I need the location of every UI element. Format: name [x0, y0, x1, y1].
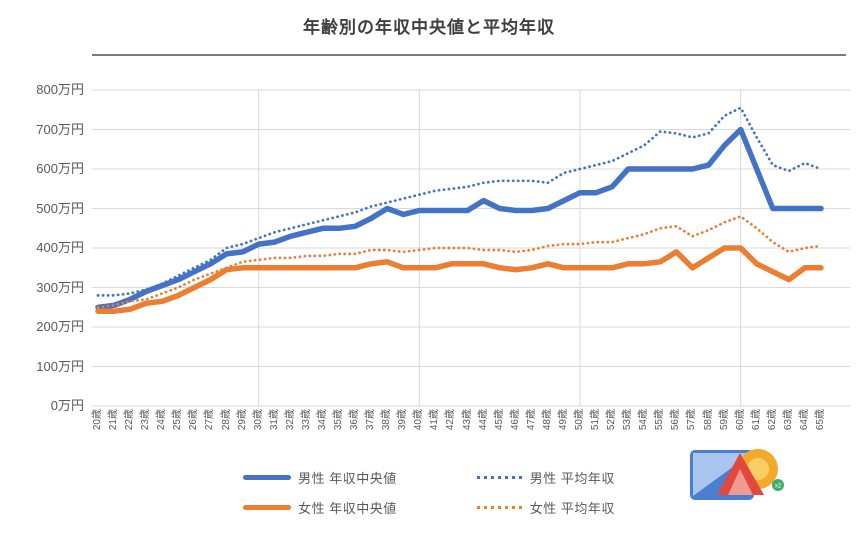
x-axis-label: 38歳 — [381, 409, 393, 431]
legend-label: 女性 平均年収 — [529, 501, 615, 516]
legend-dotted-line-marker — [476, 476, 523, 479]
x-axis-label: 23歳 — [140, 409, 152, 431]
x-axis-label: 27歳 — [204, 409, 216, 431]
logo-badge-text: x2 — [775, 484, 782, 490]
x-axis-label: 22歳 — [124, 409, 136, 431]
y-axis-label: 700万円 — [36, 121, 84, 137]
x-axis-label: 20歳 — [92, 409, 103, 431]
legend-solid-line-marker — [243, 475, 292, 480]
legend-label: 女性 年収中央値 — [298, 501, 397, 516]
x-axis-label: 56歳 — [670, 409, 682, 431]
logo-leaf-badge — [772, 479, 784, 491]
x-axis-label: 42歳 — [445, 409, 457, 431]
x-axis-label: 43歳 — [461, 409, 473, 431]
y-axis-label: 600万円 — [36, 161, 84, 176]
title-divider — [92, 54, 846, 56]
x-axis-label: 28歳 — [220, 409, 232, 431]
x-axis-label: 46歳 — [509, 409, 521, 431]
x-axis-label: 33歳 — [300, 409, 312, 431]
x-axis-label: 48歳 — [541, 409, 553, 431]
legend-item: 男性 平均年収 — [476, 468, 615, 487]
legend-solid-line-marker — [243, 505, 292, 510]
x-axis-label: 39歳 — [397, 409, 409, 431]
x-axis-label: 47歳 — [525, 409, 537, 431]
x-axis-label: 21歳 — [108, 409, 120, 431]
x-axis-label: 31歳 — [268, 409, 280, 431]
y-axis-label: 100万円 — [36, 358, 84, 374]
x-axis-label: 37歳 — [365, 409, 377, 431]
x-axis-label: 34歳 — [316, 409, 328, 431]
legend-dotted-line-marker — [476, 506, 523, 509]
legend-item: 女性 平均年収 — [476, 498, 615, 517]
x-axis-label: 32歳 — [284, 409, 296, 431]
x-axis-label: 24歳 — [156, 409, 168, 431]
legend-item: 男性 年収中央値 — [243, 468, 397, 487]
brand-logo: x2 — [690, 449, 784, 500]
y-axis-label: 500万円 — [36, 200, 84, 216]
x-axis-label: 26歳 — [188, 409, 200, 431]
x-axis-label: 44歳 — [477, 409, 489, 431]
x-axis-label: 35歳 — [333, 409, 344, 431]
logo-sun-inner — [747, 458, 769, 480]
x-axis-label: 30歳 — [252, 409, 264, 431]
logo-mountain-inner — [728, 469, 753, 495]
series-line-dotted — [96, 215, 823, 309]
y-axis-label: 0万円 — [50, 398, 84, 413]
y-axis-label: 300万円 — [36, 279, 84, 295]
x-axis-label: 50歳 — [574, 409, 585, 431]
series-line-solid — [95, 245, 824, 314]
y-axis-label: 200万円 — [36, 319, 84, 334]
legend-label: 男性 平均年収 — [529, 471, 615, 486]
x-axis-label: 40歳 — [413, 409, 425, 431]
x-axis-label: 64歳 — [798, 409, 810, 431]
y-axis-label: 400万円 — [36, 240, 84, 255]
legend-label: 男性 年収中央値 — [298, 471, 397, 486]
x-axis-label: 29歳 — [236, 409, 248, 431]
x-axis-label: 41歳 — [429, 409, 441, 431]
chart-title: 年齢別の年収中央値と平均年収 — [303, 18, 555, 37]
x-axis-label: 36歳 — [349, 409, 361, 431]
y-axis-label: 800万円 — [36, 82, 84, 97]
x-axis-label: 55歳 — [654, 409, 666, 431]
x-axis-label: 54歳 — [638, 409, 650, 431]
series-line-dotted — [96, 106, 823, 297]
x-axis-label: 49歳 — [557, 409, 569, 431]
x-axis-label: 51歳 — [590, 409, 602, 431]
legend-item: 女性 年収中央値 — [243, 498, 397, 517]
x-axis-label: 53歳 — [622, 409, 634, 431]
legend: 男性 年収中央値 男性 平均年収女性 年収中央値 女性 平均年収 — [0, 468, 858, 517]
x-axis-label: 45歳 — [493, 409, 505, 431]
x-axis-label: 52歳 — [606, 409, 618, 431]
x-axis-label: 65歳 — [815, 409, 826, 431]
x-axis-label: 25歳 — [172, 409, 184, 431]
series-line-solid — [95, 126, 824, 311]
